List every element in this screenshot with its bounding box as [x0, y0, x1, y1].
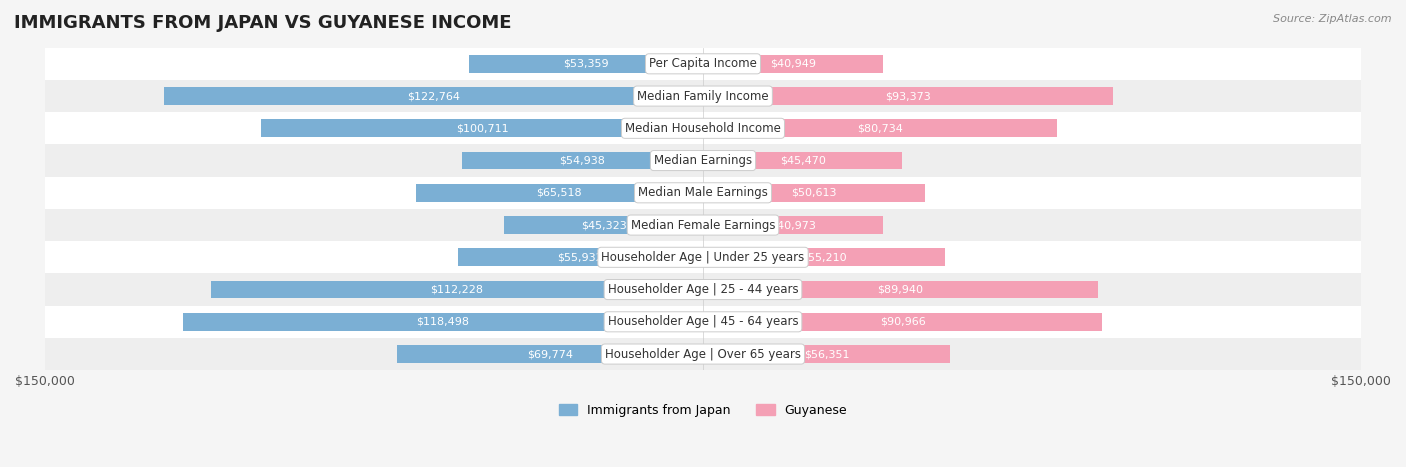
- Text: $54,938: $54,938: [560, 156, 606, 166]
- Bar: [262, 120, 703, 137]
- Legend: Immigrants from Japan, Guyanese: Immigrants from Japan, Guyanese: [554, 399, 852, 422]
- Bar: [703, 281, 1098, 298]
- Bar: [396, 345, 703, 363]
- Bar: [45, 306, 1361, 338]
- Bar: [457, 248, 703, 266]
- Bar: [703, 313, 1102, 331]
- Text: $89,940: $89,940: [877, 284, 924, 295]
- Bar: [183, 313, 703, 331]
- Bar: [45, 209, 1361, 241]
- Text: $93,373: $93,373: [884, 91, 931, 101]
- Text: Median Earnings: Median Earnings: [654, 154, 752, 167]
- Text: Median Female Earnings: Median Female Earnings: [631, 219, 775, 232]
- Text: Source: ZipAtlas.com: Source: ZipAtlas.com: [1274, 14, 1392, 24]
- Text: $69,774: $69,774: [527, 349, 574, 359]
- Text: $112,228: $112,228: [430, 284, 484, 295]
- Bar: [45, 48, 1361, 80]
- Text: $56,351: $56,351: [804, 349, 849, 359]
- Text: Householder Age | Over 65 years: Householder Age | Over 65 years: [605, 347, 801, 361]
- Text: Householder Age | Under 25 years: Householder Age | Under 25 years: [602, 251, 804, 264]
- Text: Per Capita Income: Per Capita Income: [650, 57, 756, 71]
- Text: Median Male Earnings: Median Male Earnings: [638, 186, 768, 199]
- Bar: [45, 338, 1361, 370]
- Bar: [463, 152, 703, 170]
- Bar: [45, 112, 1361, 144]
- Text: Median Family Income: Median Family Income: [637, 90, 769, 103]
- Text: IMMIGRANTS FROM JAPAN VS GUYANESE INCOME: IMMIGRANTS FROM JAPAN VS GUYANESE INCOME: [14, 14, 512, 32]
- Text: $80,734: $80,734: [858, 123, 903, 133]
- Bar: [470, 55, 703, 73]
- Text: $50,613: $50,613: [792, 188, 837, 198]
- Bar: [703, 184, 925, 202]
- Text: $122,764: $122,764: [408, 91, 460, 101]
- Text: $40,949: $40,949: [770, 59, 815, 69]
- Text: $45,470: $45,470: [780, 156, 825, 166]
- Text: Median Household Income: Median Household Income: [626, 122, 780, 135]
- Text: $100,711: $100,711: [456, 123, 509, 133]
- Bar: [416, 184, 703, 202]
- Bar: [703, 152, 903, 170]
- Bar: [703, 55, 883, 73]
- Text: $40,973: $40,973: [770, 220, 815, 230]
- Bar: [45, 144, 1361, 177]
- Bar: [165, 87, 703, 105]
- Bar: [45, 80, 1361, 112]
- Bar: [45, 177, 1361, 209]
- Text: $55,210: $55,210: [801, 252, 846, 262]
- Bar: [703, 216, 883, 234]
- Text: $53,359: $53,359: [564, 59, 609, 69]
- Text: $65,518: $65,518: [537, 188, 582, 198]
- Bar: [505, 216, 703, 234]
- Text: $90,966: $90,966: [880, 317, 925, 327]
- Bar: [45, 274, 1361, 306]
- Bar: [703, 120, 1057, 137]
- Text: $118,498: $118,498: [416, 317, 470, 327]
- Bar: [703, 87, 1112, 105]
- Text: Householder Age | 25 - 44 years: Householder Age | 25 - 44 years: [607, 283, 799, 296]
- Text: $45,323: $45,323: [581, 220, 627, 230]
- Bar: [703, 248, 945, 266]
- Bar: [211, 281, 703, 298]
- Text: $55,932: $55,932: [557, 252, 603, 262]
- Text: Householder Age | 45 - 64 years: Householder Age | 45 - 64 years: [607, 315, 799, 328]
- Bar: [703, 345, 950, 363]
- Bar: [45, 241, 1361, 274]
